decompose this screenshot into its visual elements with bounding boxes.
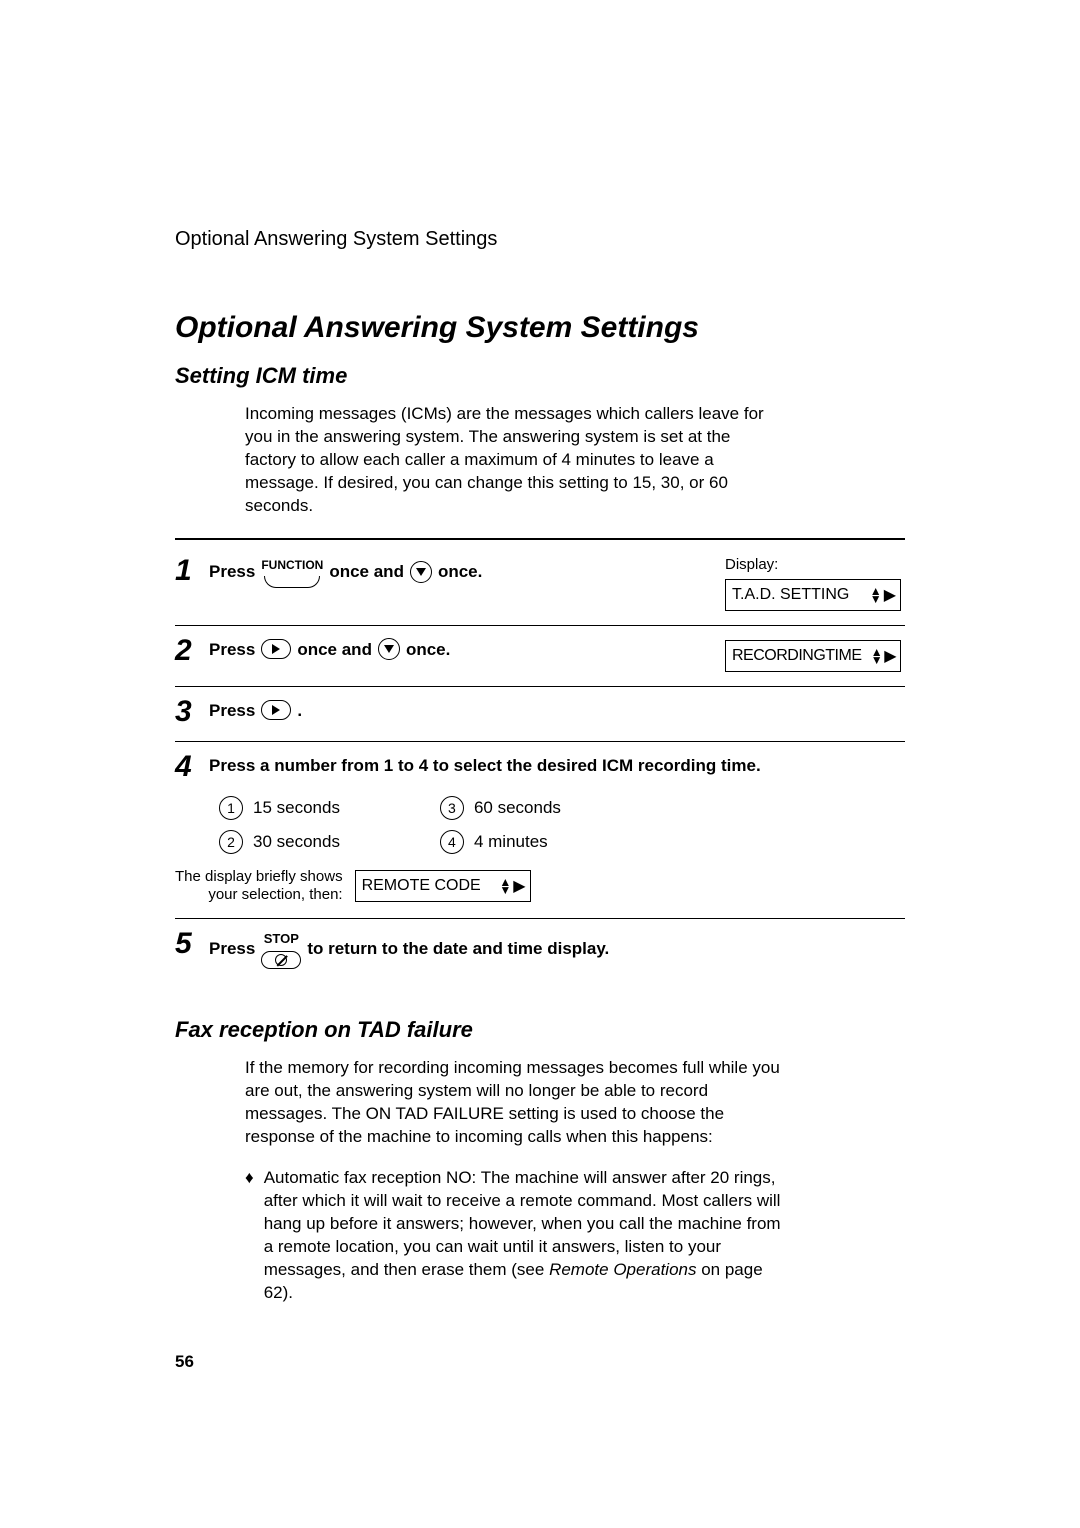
text: once and (329, 558, 404, 585)
text: your selection, then: (175, 886, 343, 904)
step-5: 5 Press STOP to return to the date and t… (175, 919, 905, 984)
text: once and (297, 636, 372, 663)
lcd-text: RECORDINGTIME (732, 647, 862, 665)
stop-key-label: STOP (264, 929, 299, 950)
lcd-arrows-icon: ▲▼▶ (499, 876, 525, 896)
number-key-icon: 3 (440, 796, 464, 820)
step-number: 2 (175, 636, 209, 666)
display-label: Display: (725, 556, 905, 573)
option-label: 15 seconds (253, 798, 340, 818)
text: Press (209, 935, 255, 962)
lcd-text: T.A.D. SETTING (732, 586, 849, 604)
down-arrow-key-icon (410, 561, 432, 583)
step-4: 4 Press a number from 1 to 4 to select t… (175, 742, 905, 918)
step-1: 1 Press FUNCTION once and once. Display:… (175, 546, 905, 625)
down-arrow-key-icon (378, 638, 400, 660)
text: Press a number from 1 to 4 to select the… (209, 752, 761, 779)
text: Press (209, 636, 255, 663)
options-grid: 1 15 seconds 2 30 seconds 3 60 seconds 4… (219, 796, 561, 854)
step-number: 5 (175, 929, 209, 959)
lcd-arrows-icon: ▲▼▶ (871, 646, 896, 666)
bullet-text: Automatic fax reception NO: The machine … (264, 1167, 785, 1305)
option-label: 30 seconds (253, 832, 340, 852)
lcd-display: REMOTE CODE ▲▼▶ (355, 870, 531, 902)
page-number: 56 (175, 1352, 194, 1372)
option-3: 3 60 seconds (440, 796, 561, 820)
bullet-item: ♦ Automatic fax reception NO: The machin… (245, 1167, 785, 1305)
section-heading-tad: Fax reception on TAD failure (175, 1017, 905, 1043)
play-key-icon (261, 700, 291, 720)
step-number: 4 (175, 752, 209, 782)
lcd-display: RECORDINGTIME ▲▼▶ (725, 640, 901, 672)
lcd-text: REMOTE CODE (362, 877, 481, 895)
section-intro-tad: If the memory for recording incoming mes… (245, 1057, 785, 1149)
step-3: 3 Press . (175, 687, 905, 741)
stop-key-icon: STOP (261, 929, 301, 970)
text: Press (209, 697, 255, 724)
function-key-icon: FUNCTION (261, 556, 323, 588)
number-key-icon: 2 (219, 830, 243, 854)
option-1: 1 15 seconds (219, 796, 340, 820)
lcd-arrows-icon: ▲▼▶ (870, 585, 896, 605)
number-key-icon: 4 (440, 830, 464, 854)
running-header: Optional Answering System Settings (175, 228, 905, 251)
section-heading-icm: Setting ICM time (175, 363, 905, 389)
page-title: Optional Answering System Settings (175, 311, 905, 345)
option-label: 60 seconds (474, 798, 561, 818)
section-intro-icm: Incoming messages (ICMs) are the message… (245, 403, 785, 518)
divider (175, 538, 905, 540)
text: to return to the date and time display. (307, 935, 609, 962)
function-key-label: FUNCTION (261, 556, 323, 575)
option-4: 4 4 minutes (440, 830, 561, 854)
selection-note: The display briefly shows your selection… (175, 868, 343, 904)
text: once. (406, 636, 450, 663)
text: once. (438, 558, 482, 585)
play-key-icon (261, 639, 291, 659)
step-number: 3 (175, 697, 209, 727)
text: Press (209, 558, 255, 585)
text: The display briefly shows (175, 868, 343, 886)
text-italic: Remote Operations (549, 1260, 696, 1279)
step-2: 2 Press once and once. RECORDINGTIME ▲▼▶ (175, 626, 905, 686)
bullet-icon: ♦ (245, 1167, 254, 1305)
number-key-icon: 1 (219, 796, 243, 820)
lcd-display: T.A.D. SETTING ▲▼▶ (725, 579, 901, 611)
option-2: 2 30 seconds (219, 830, 340, 854)
text: . (297, 697, 302, 724)
option-label: 4 minutes (474, 832, 548, 852)
step-number: 1 (175, 556, 209, 586)
